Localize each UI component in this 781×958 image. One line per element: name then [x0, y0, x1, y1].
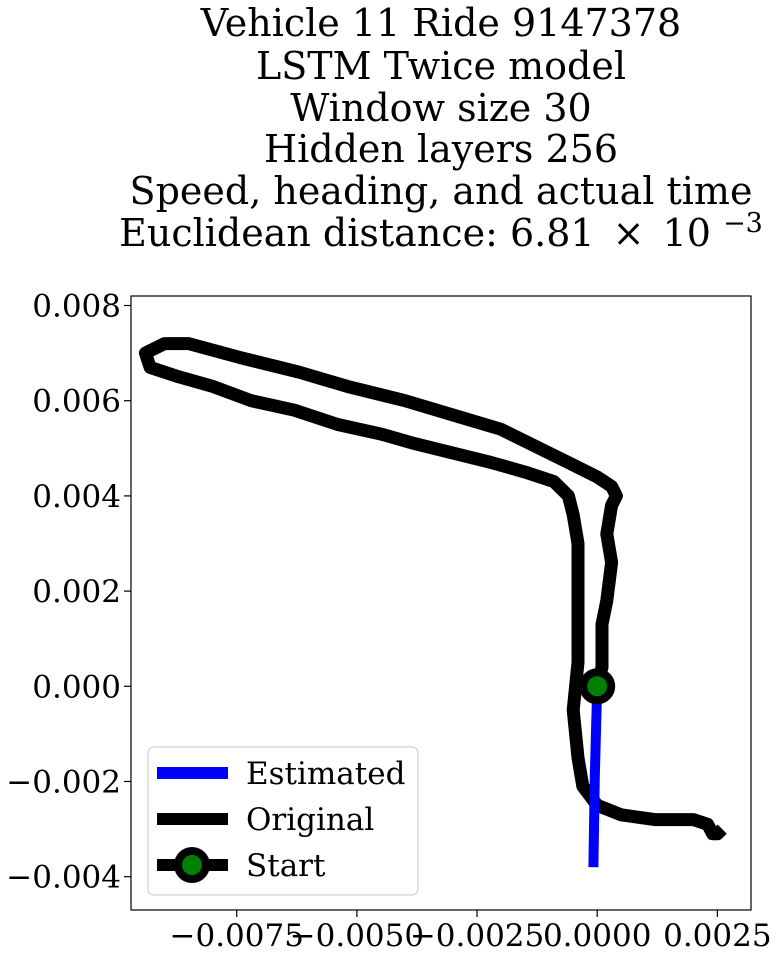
y-tick-label: 0.006	[32, 384, 121, 420]
legend-original-label: Original	[246, 802, 374, 838]
title-distance-prefix: Euclidean distance: 6.81	[119, 211, 594, 255]
chart-title: Vehicle 11 Ride 9147378 LSTM Twice model…	[119, 1, 763, 255]
title-distance-exp: −3	[723, 208, 763, 239]
title-line-6: Euclidean distance: 6.81 × 10 −3	[119, 208, 763, 255]
legend-box	[147, 746, 419, 896]
series-estimated-line	[588, 686, 603, 868]
legend-estimated-label: Estimated	[246, 756, 405, 792]
y-tick-label: −0.004	[6, 860, 121, 896]
x-tick-label: 0.0025	[663, 918, 771, 954]
x-tick-label: 0.0000	[543, 918, 651, 954]
y-tick-label: 0.000	[32, 669, 121, 705]
y-tick-label: 0.008	[32, 289, 121, 325]
title-line-4: Hidden layers 256	[264, 127, 618, 171]
legend: Estimated Original Start	[147, 746, 419, 896]
title-line-2: LSTM Twice model	[256, 44, 626, 88]
y-tick-label: 0.004	[32, 479, 121, 515]
x-tick-label: −0.0050	[290, 918, 424, 954]
legend-start-marker	[174, 847, 210, 883]
title-distance-times: ×	[613, 211, 645, 255]
x-tick-label: −0.0075	[170, 918, 304, 954]
start-marker	[579, 668, 616, 705]
legend-start-label: Start	[246, 848, 326, 884]
title-distance-base: 10	[663, 211, 711, 255]
title-line-1: Vehicle 11 Ride 9147378	[200, 1, 681, 45]
series-original-line	[138, 337, 727, 841]
x-tick-label: −0.0025	[410, 918, 544, 954]
title-line-3: Window size 30	[290, 86, 591, 130]
title-line-5: Speed, heading, and actual time	[130, 169, 753, 213]
y-tick-label: 0.002	[32, 574, 121, 610]
series-layer	[138, 337, 727, 868]
y-axis: 0.008 0.006 0.004 0.002 0.000 −0.002 −0.004	[6, 289, 131, 896]
y-tick-label: −0.002	[6, 764, 121, 800]
